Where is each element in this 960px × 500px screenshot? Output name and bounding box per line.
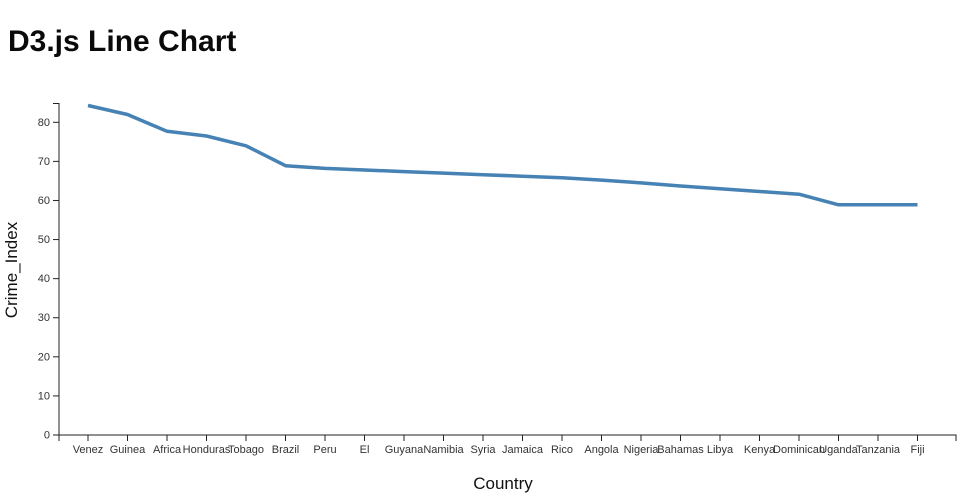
line-layer xyxy=(87,103,918,207)
x-tick-label: Rico xyxy=(551,444,573,456)
x-tick-label: Honduras xyxy=(183,444,231,456)
x-tick-label: Kenya xyxy=(744,444,776,456)
y-tick-label: 10 xyxy=(38,390,50,402)
x-tick-label: Jamaica xyxy=(502,444,544,456)
x-tick-label: Nigeria xyxy=(624,444,660,456)
y-tick-label: 80 xyxy=(38,117,50,129)
x-tick-label: Fiji xyxy=(910,444,924,456)
y-tick-label: 30 xyxy=(38,312,50,324)
y-tick-label: 60 xyxy=(38,195,50,207)
x-tick-label: Angola xyxy=(584,444,619,456)
axes-layer: 0 10 20 30 40 50 60 70 80 Venez Guinea Africa Hondur… xyxy=(38,103,957,456)
x-tick-label: El xyxy=(360,444,370,456)
y-axis-label: Crime_Index xyxy=(2,221,21,318)
x-tick-label: Dominican xyxy=(773,444,825,456)
x-tick-label: Brazil xyxy=(272,444,300,456)
x-tick-label: Tanzania xyxy=(856,444,901,456)
x-tick-label: Uganda xyxy=(819,444,858,456)
y-tick-label: 40 xyxy=(38,273,50,285)
y-axis-domain xyxy=(53,103,60,436)
x-tick-label: Guinea xyxy=(110,444,146,456)
x-tick-label: Africa xyxy=(153,444,182,456)
x-tick-label: Tobago xyxy=(228,444,264,456)
x-tick-label: Syria xyxy=(470,444,496,456)
x-tick-label: Bahamas xyxy=(657,444,704,456)
crime-index-line xyxy=(87,103,918,207)
x-tick-label: Guyana xyxy=(385,444,424,456)
chart-title: D3.js Line Chart xyxy=(8,25,237,58)
y-tick-label: 0 xyxy=(44,430,50,442)
x-axis-label: Country xyxy=(473,474,533,493)
x-tick-label: Venez xyxy=(73,444,104,456)
x-axis-domain xyxy=(58,434,957,441)
x-tick-label: Libya xyxy=(707,444,734,456)
y-tick-label: 70 xyxy=(38,156,50,168)
x-tick-label: Namibia xyxy=(423,444,464,456)
y-tick-label: 50 xyxy=(38,234,50,246)
x-tick-label: Peru xyxy=(313,444,336,456)
y-tick-label: 20 xyxy=(38,351,50,363)
